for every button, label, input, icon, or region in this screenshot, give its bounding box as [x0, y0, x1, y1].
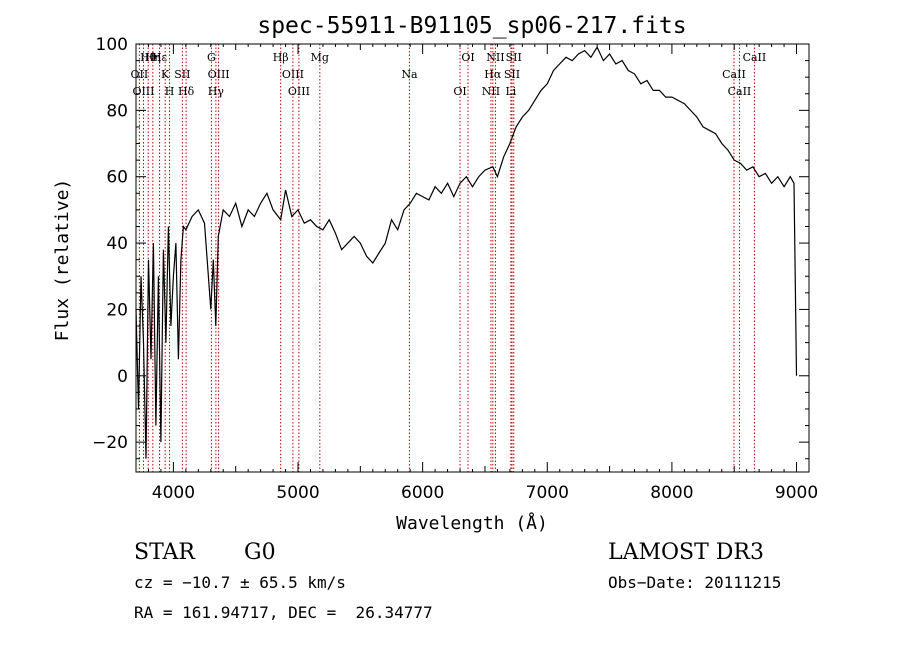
- y-tick-label: 40: [106, 234, 128, 254]
- line-label: Hδ: [178, 85, 195, 98]
- y-tick-label: 0: [117, 367, 128, 387]
- y-tick-label: 60: [106, 168, 128, 188]
- line-label: K: [161, 68, 170, 81]
- line-label: Hα: [484, 68, 502, 81]
- object-class: STAR: [134, 540, 195, 565]
- y-tick-label: 20: [106, 300, 128, 320]
- line-label: Li: [505, 85, 516, 98]
- x-axis-label: Wavelength (Å): [396, 512, 548, 534]
- line-label: Hβ: [273, 51, 289, 64]
- observation-date: Obs−Date: 20111215: [608, 573, 782, 592]
- line-label: OIII: [288, 85, 310, 98]
- plot-frame: [135, 43, 810, 473]
- line-label: Hγ: [208, 85, 225, 98]
- line-label: OIII: [208, 68, 230, 81]
- object-subclass: G0: [244, 540, 276, 565]
- line-label: OI: [453, 85, 466, 98]
- line-label: OI: [461, 51, 474, 64]
- x-tick-label: 5000: [276, 483, 319, 503]
- x-tick-label: 6000: [401, 483, 444, 503]
- y-tick-label: 80: [106, 101, 128, 121]
- y-tick-label: −20: [92, 433, 128, 453]
- line-label: Mg: [311, 51, 329, 64]
- line-label: Hθ: [140, 51, 157, 64]
- y-axis: −20 0 20 40 60 80 100: [92, 35, 809, 460]
- spectrum-series-line: [135, 46, 798, 459]
- line-label: G: [207, 51, 216, 64]
- line-label: SII: [506, 51, 522, 64]
- y-tick-label: 100: [96, 35, 128, 55]
- x-axis: 4000 5000 6000 7000 8000 9000: [135, 44, 818, 503]
- line-label: CaII: [743, 51, 767, 64]
- x-tick-label: 9000: [775, 483, 818, 503]
- coordinates-readout: RA = 161.94717, DEC = 26.34777: [134, 603, 433, 622]
- line-label: OIII: [282, 68, 304, 81]
- line-label: OIII: [132, 85, 154, 98]
- line-label: NII: [482, 85, 500, 98]
- y-axis-label: Flux (relative): [52, 179, 73, 342]
- line-label: CaII: [728, 85, 752, 98]
- x-tick-label: 8000: [650, 483, 693, 503]
- line-label: SII: [504, 68, 520, 81]
- x-tick-label: 7000: [526, 483, 569, 503]
- x-tick-label: 4000: [152, 483, 195, 503]
- line-label: Hη: [145, 51, 161, 64]
- survey-name: LAMOST DR3: [608, 540, 764, 565]
- chart-title: spec-55911-B91105_sp06-217.fits: [257, 13, 686, 39]
- line-label: CaII: [722, 68, 746, 81]
- line-markers: [138, 44, 755, 472]
- redshift-readout: cz = −10.7 ± 65.5 km/s: [134, 573, 346, 592]
- line-label: Hε: [152, 51, 168, 64]
- line-label: SII: [174, 68, 190, 81]
- line-label: OII: [131, 68, 149, 81]
- line-label: Na: [401, 68, 418, 81]
- line-label: H: [165, 85, 175, 98]
- line-label: NII: [486, 51, 504, 64]
